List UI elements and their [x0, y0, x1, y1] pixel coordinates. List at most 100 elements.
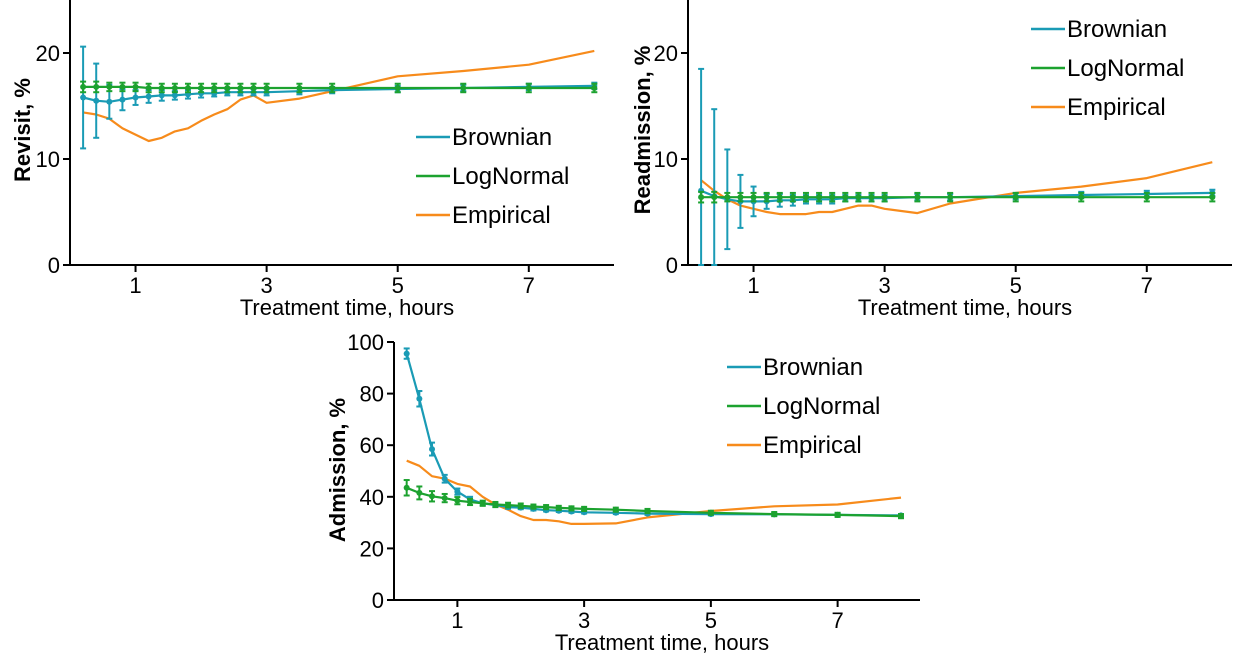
- x-axis-label: Treatment time, hours: [240, 295, 454, 320]
- data-point: [132, 94, 139, 101]
- y-axis-label: Revisit, %: [10, 78, 35, 182]
- data-point: [612, 506, 619, 513]
- legend-label-empirical: Empirical: [452, 202, 551, 229]
- x-axis-label: Treatment time, hours: [858, 295, 1072, 320]
- data-point: [543, 504, 550, 511]
- data-point: [816, 194, 823, 201]
- data-point: [224, 84, 231, 91]
- series-empirical: [82, 49, 595, 143]
- data-point: [707, 509, 714, 516]
- data-point: [198, 84, 205, 91]
- y-tick-label: 0: [666, 253, 678, 278]
- data-point: [881, 194, 888, 201]
- x-axis-label: Treatment time, hours: [555, 630, 769, 655]
- data-point: [132, 83, 139, 90]
- data-point: [530, 503, 537, 510]
- data-point: [829, 194, 836, 201]
- y-tick-label: 40: [360, 485, 384, 510]
- x-tick-label: 1: [747, 273, 759, 298]
- data-point: [184, 84, 191, 91]
- data-point: [119, 83, 126, 90]
- x-tick-label: 5: [1010, 273, 1022, 298]
- x-tick-label: 5: [392, 273, 404, 298]
- data-point: [517, 502, 524, 509]
- data-point: [1078, 194, 1085, 201]
- series-lognormal: [80, 80, 598, 94]
- legend: Brownian LogNormal Empirical: [1031, 16, 1184, 121]
- legend: Brownian LogNormal Empirical: [727, 354, 880, 459]
- data-point: [750, 194, 757, 201]
- y-tick-label: 0: [48, 253, 60, 278]
- data-point: [914, 194, 921, 201]
- data-point: [403, 350, 410, 357]
- data-point: [171, 92, 178, 99]
- data-point: [1209, 194, 1216, 201]
- data-point: [106, 83, 113, 90]
- series-lognormal: [403, 479, 904, 520]
- data-point: [492, 501, 499, 508]
- x-tick-label: 3: [879, 273, 891, 298]
- y-tick-label: 0: [372, 588, 384, 613]
- data-point: [1012, 194, 1019, 201]
- data-point: [947, 194, 954, 201]
- data-point: [467, 498, 474, 505]
- data-point: [416, 395, 423, 402]
- data-point: [555, 504, 562, 511]
- data-point: [897, 513, 904, 520]
- data-point: [789, 194, 796, 201]
- legend-label-empirical: Empirical: [763, 432, 862, 459]
- data-point: [776, 194, 783, 201]
- y-tick-label: 20: [654, 41, 678, 66]
- data-point: [145, 84, 152, 91]
- data-point: [441, 495, 448, 502]
- data-point: [763, 194, 770, 201]
- data-point: [505, 502, 512, 509]
- data-point: [80, 83, 87, 90]
- x-tick-label: 7: [523, 273, 535, 298]
- data-point: [479, 500, 486, 507]
- x-tick-label: 7: [831, 608, 843, 633]
- data-point: [771, 511, 778, 518]
- data-point: [93, 97, 100, 104]
- series-lognormal: [698, 190, 1216, 204]
- data-point: [855, 194, 862, 201]
- y-axis-label: Admission, %: [325, 398, 350, 542]
- data-point: [568, 505, 575, 512]
- data-point: [429, 446, 436, 453]
- y-tick-label: 10: [36, 147, 60, 172]
- data-point: [263, 84, 270, 91]
- data-point: [698, 194, 705, 201]
- y-tick-label: 100: [347, 330, 384, 355]
- legend-label-empirical: Empirical: [1067, 94, 1166, 121]
- x-tick-label: 7: [1141, 273, 1153, 298]
- legend-label-brownian: Brownian: [763, 354, 863, 381]
- data-point: [525, 84, 532, 91]
- data-point: [250, 84, 257, 91]
- data-point: [834, 511, 841, 518]
- y-tick-label: 60: [360, 433, 384, 458]
- x-tick-label: 5: [705, 608, 717, 633]
- data-point: [416, 489, 423, 496]
- y-tick-label: 10: [654, 147, 678, 172]
- readmission-chart: 1 3 5 7 0 10 20 Treatment time, hours Readmissio…: [630, 0, 1232, 320]
- data-point: [403, 484, 410, 491]
- data-point: [106, 98, 113, 105]
- data-point: [842, 194, 849, 201]
- data-point: [158, 84, 165, 91]
- x-tick-label: 1: [451, 608, 463, 633]
- legend: Brownian LogNormal Empirical: [416, 124, 569, 229]
- data-point: [644, 507, 651, 514]
- data-point: [460, 84, 467, 91]
- x-tick-label: 3: [578, 608, 590, 633]
- data-point: [454, 497, 461, 504]
- data-point: [429, 493, 436, 500]
- data-point: [237, 84, 244, 91]
- data-point: [145, 93, 152, 100]
- x-tick-label: 3: [261, 273, 273, 298]
- data-point: [868, 194, 875, 201]
- data-point: [93, 83, 100, 90]
- data-point: [158, 92, 165, 99]
- y-tick-label: 20: [360, 536, 384, 561]
- data-point: [329, 84, 336, 91]
